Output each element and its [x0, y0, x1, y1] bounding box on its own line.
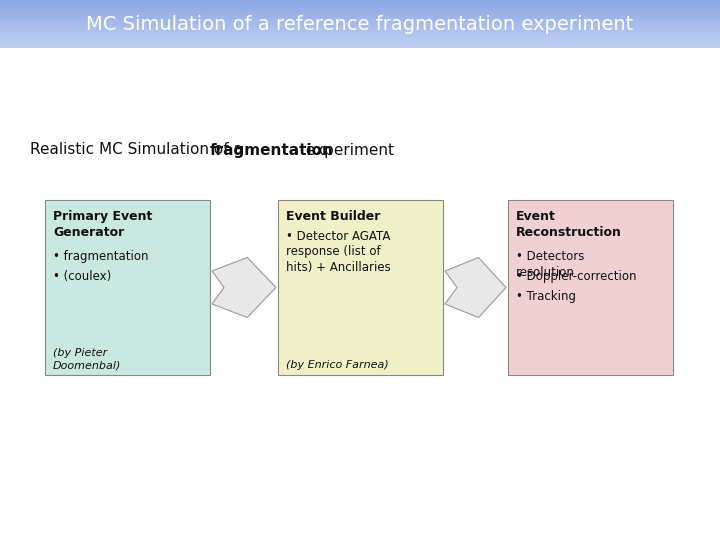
Bar: [0, 46, 720, 47]
Bar: [0, 22, 720, 23]
Bar: [0, 2, 720, 3]
Bar: [0, 19, 720, 20]
Text: • Tracking: • Tracking: [516, 290, 576, 303]
Bar: [0, 27, 720, 28]
Text: Event Builder: Event Builder: [286, 210, 380, 223]
Bar: [0, 0, 720, 1]
Bar: [508, 200, 673, 375]
Bar: [0, 29, 720, 30]
Bar: [0, 8, 720, 9]
Text: experiment: experiment: [301, 143, 394, 158]
Bar: [0, 38, 720, 39]
Bar: [45, 200, 210, 375]
Bar: [0, 36, 720, 37]
Text: • (coulex): • (coulex): [53, 270, 112, 283]
Bar: [0, 14, 720, 15]
Bar: [0, 5, 720, 6]
Bar: [0, 32, 720, 33]
Bar: [0, 41, 720, 42]
Bar: [0, 23, 720, 24]
Bar: [0, 12, 720, 13]
Bar: [0, 3, 720, 4]
Text: Realistic MC Simulation of a: Realistic MC Simulation of a: [30, 143, 248, 158]
Text: fragmentation: fragmentation: [210, 143, 333, 158]
Bar: [0, 17, 720, 18]
Bar: [0, 9, 720, 10]
Text: MC Simulation of a reference fragmentation experiment: MC Simulation of a reference fragmentati…: [86, 15, 634, 33]
Bar: [0, 18, 720, 19]
Bar: [0, 26, 720, 27]
Bar: [0, 24, 720, 25]
Bar: [0, 35, 720, 36]
Bar: [0, 6, 720, 7]
Bar: [0, 31, 720, 32]
Text: • Detectors
resolution: • Detectors resolution: [516, 250, 585, 279]
Bar: [0, 45, 720, 46]
Bar: [0, 15, 720, 16]
Bar: [0, 11, 720, 12]
Polygon shape: [212, 258, 276, 318]
Text: • fragmentation: • fragmentation: [53, 250, 148, 263]
Text: • Detector AGATA
response (list of
hits) + Ancillaries: • Detector AGATA response (list of hits)…: [286, 230, 391, 274]
Bar: [0, 25, 720, 26]
Text: • Doppler-correction: • Doppler-correction: [516, 270, 636, 283]
Bar: [0, 10, 720, 11]
Bar: [0, 42, 720, 43]
Bar: [0, 13, 720, 14]
Text: Primary Event
Generator: Primary Event Generator: [53, 210, 153, 239]
Bar: [0, 7, 720, 8]
Bar: [0, 44, 720, 45]
Bar: [0, 47, 720, 48]
Text: Event
Reconstruction: Event Reconstruction: [516, 210, 622, 239]
Bar: [0, 30, 720, 31]
Polygon shape: [445, 258, 506, 318]
Bar: [0, 16, 720, 17]
Bar: [0, 4, 720, 5]
Bar: [0, 21, 720, 22]
Text: (by Pieter
Doomenbal): (by Pieter Doomenbal): [53, 348, 122, 370]
Bar: [0, 28, 720, 29]
Bar: [0, 20, 720, 21]
Bar: [0, 39, 720, 40]
Bar: [0, 37, 720, 38]
Bar: [0, 33, 720, 34]
Text: (by Enrico Farnea): (by Enrico Farnea): [286, 360, 389, 370]
Bar: [278, 200, 443, 375]
Bar: [0, 34, 720, 35]
Bar: [0, 1, 720, 2]
Bar: [0, 40, 720, 41]
Bar: [0, 43, 720, 44]
